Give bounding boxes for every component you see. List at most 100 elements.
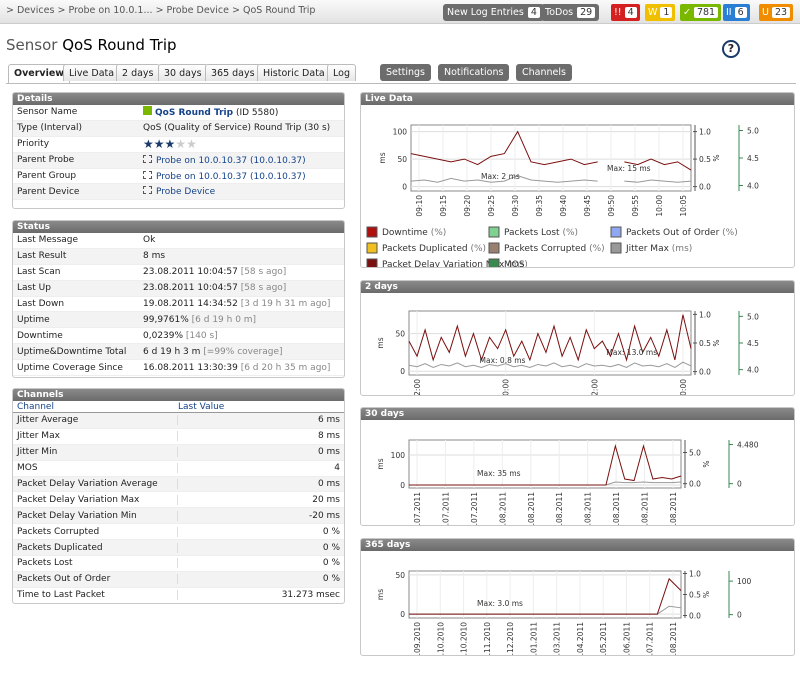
- tab[interactable]: Live Data: [63, 64, 121, 81]
- value: 16.08.2011 13:30:39: [143, 362, 238, 373]
- value: 19.08.2011 14:34:52: [143, 299, 238, 309]
- row-label: Last Up: [17, 283, 51, 294]
- tab[interactable]: 2 days: [116, 64, 160, 81]
- x-tick-label: 22.08 00:00: [502, 379, 511, 395]
- crumb-sep: >: [6, 5, 17, 16]
- title-name: QoS Round Trip: [62, 36, 177, 54]
- channel-name: Jitter Average: [13, 415, 178, 426]
- tool[interactable]: Settings: [380, 64, 431, 81]
- crumb-sep: >: [54, 5, 69, 16]
- x-tick-label: 10:00: [655, 195, 664, 217]
- x-tick-label: 09:10: [415, 195, 424, 217]
- y3-tick-label: 4.5: [747, 154, 759, 163]
- legend-label: Packets Corrupted (%): [504, 244, 605, 254]
- y-tick-label: 0: [400, 610, 405, 619]
- annotation: Max: 3.0 ms: [477, 599, 523, 608]
- x-tick-label: 09:15: [439, 195, 448, 217]
- y3-tick-label: 4.480: [737, 441, 759, 450]
- row-value: Probe on 10.0.10.37 (10.0.10.37): [143, 170, 344, 182]
- channel-value: 8 ms: [317, 431, 340, 442]
- help-icon[interactable]: ?: [722, 40, 740, 58]
- x-tick-label: 31.12.2010: [506, 622, 515, 655]
- badge[interactable]: !! 4: [611, 4, 640, 21]
- x-tick-label: 22.08 12:00: [590, 379, 599, 395]
- tab[interactable]: 365 days: [205, 64, 261, 81]
- x-tick-label: 09:35: [535, 195, 544, 217]
- badge[interactable]: II 6: [723, 4, 750, 21]
- x-tick-label: 09.08.2011: [555, 492, 564, 525]
- x-tick-label: 30.01.2011: [529, 622, 538, 655]
- channel-value: 4: [334, 463, 340, 474]
- badge-icon: !!: [614, 7, 622, 18]
- channel-value: 31.273 msec: [281, 590, 340, 601]
- value: 6 d 19 h 3 m: [143, 346, 201, 357]
- x-tick-label: 02.06.2011: [622, 622, 631, 655]
- row-value: QoS Round Trip (ID 5580): [143, 106, 344, 118]
- todos-button[interactable]: ToDos 29: [541, 4, 600, 21]
- x-tick-label: 12.08.2011: [584, 492, 593, 525]
- y-axis-label: ms: [378, 152, 387, 163]
- crumb-sep: >: [152, 5, 167, 16]
- x-tick-label: 01.09.2010: [413, 622, 422, 655]
- chart-box: Live Data 0 50 100 ms 0.0 0.5 1.0% 4.0 4.5 5.0 09:1…: [360, 92, 795, 268]
- value: 8 ms: [143, 251, 166, 262]
- row: Uptime&Downtime Total 6 d 19 h 3 m [=99% …: [13, 344, 344, 361]
- row-value: 0,0239% [140 s]: [143, 331, 344, 341]
- series-line: [410, 130, 598, 166]
- channel-name: Packets Duplicated: [13, 542, 178, 553]
- y3-tick-label: 5.0: [747, 127, 759, 136]
- breadcrumb: > Devices > Probe on 10.0.1... > Probe D…: [6, 5, 315, 16]
- tool[interactable]: Notifications: [438, 64, 510, 81]
- priority-star: ★: [175, 137, 187, 152]
- badge-count: 4: [624, 7, 637, 18]
- badge[interactable]: U 23: [759, 4, 794, 21]
- header-value: Last Value: [178, 401, 225, 412]
- legend-swatch: [488, 226, 500, 238]
- tab[interactable]: 30 days: [158, 64, 208, 81]
- row-value: 19.08.2011 14:34:52 [3 d 19 h 31 m ago]: [143, 299, 344, 309]
- tab[interactable]: Historic Data: [257, 64, 331, 81]
- y3-tick-label: 0: [737, 480, 742, 489]
- plot-area: [408, 439, 682, 489]
- status-box: Status Last Message Ok Last Result 8 ms Last …: [12, 220, 345, 378]
- x-tick-label: 21.08 12:00: [413, 379, 422, 395]
- row: Last Result 8 ms: [13, 248, 344, 265]
- x-tick-label: 31.07.2011: [470, 492, 479, 525]
- row-value: 23.08.2011 10:04:57 [58 s ago]: [143, 267, 344, 277]
- y-tick-label: 50: [395, 571, 405, 580]
- note: [58 s ago]: [240, 283, 287, 294]
- channel-name: Packet Delay Variation Max: [13, 494, 178, 505]
- priority-star: ★: [143, 137, 154, 152]
- row-label: Last Scan: [17, 267, 61, 278]
- legend-label: Packets Lost (%): [504, 228, 578, 238]
- x-tick-label: 09:25: [487, 195, 496, 217]
- tool[interactable]: Channels: [516, 64, 572, 81]
- tab[interactable]: Overview: [8, 64, 71, 83]
- note: [6 d 20 h 35 m ago]: [240, 362, 331, 373]
- legend-swatch: [610, 242, 622, 254]
- row-label: Parent Probe: [17, 155, 75, 166]
- y-axis-label: ms: [376, 589, 385, 600]
- channel-name: Jitter Min: [13, 447, 178, 458]
- new-log-button[interactable]: New Log Entries 4: [443, 4, 544, 21]
- channel-name: Jitter Max: [13, 431, 178, 442]
- x-tick-label: 02.03.2011: [553, 622, 562, 655]
- channel-row: Packets Duplicated 0 %: [13, 540, 344, 557]
- value: 0,0239%: [143, 330, 184, 341]
- row: Downtime 0,0239% [140 s]: [13, 328, 344, 345]
- row-value: Probe Device: [143, 186, 344, 197]
- row-label: Type (Interval): [17, 123, 83, 134]
- note: [=99% coverage]: [203, 346, 283, 357]
- channel-row: Packets Corrupted 0 %: [13, 524, 344, 541]
- tab[interactable]: Log: [327, 64, 356, 81]
- channel-row: Jitter Max 8 ms: [13, 429, 344, 445]
- note: [58 s ago]: [240, 267, 287, 278]
- value: 23.08.2011 10:04:57: [143, 283, 238, 294]
- badge-letter: W: [648, 7, 658, 18]
- series-line: [409, 577, 682, 615]
- box-title: Channels: [13, 389, 344, 401]
- y2-tick-label: 0.0: [699, 368, 711, 377]
- type: QoS (Quality of Service) Round Trip (30 …: [143, 123, 331, 134]
- badge[interactable]: ✓ 781: [680, 4, 722, 21]
